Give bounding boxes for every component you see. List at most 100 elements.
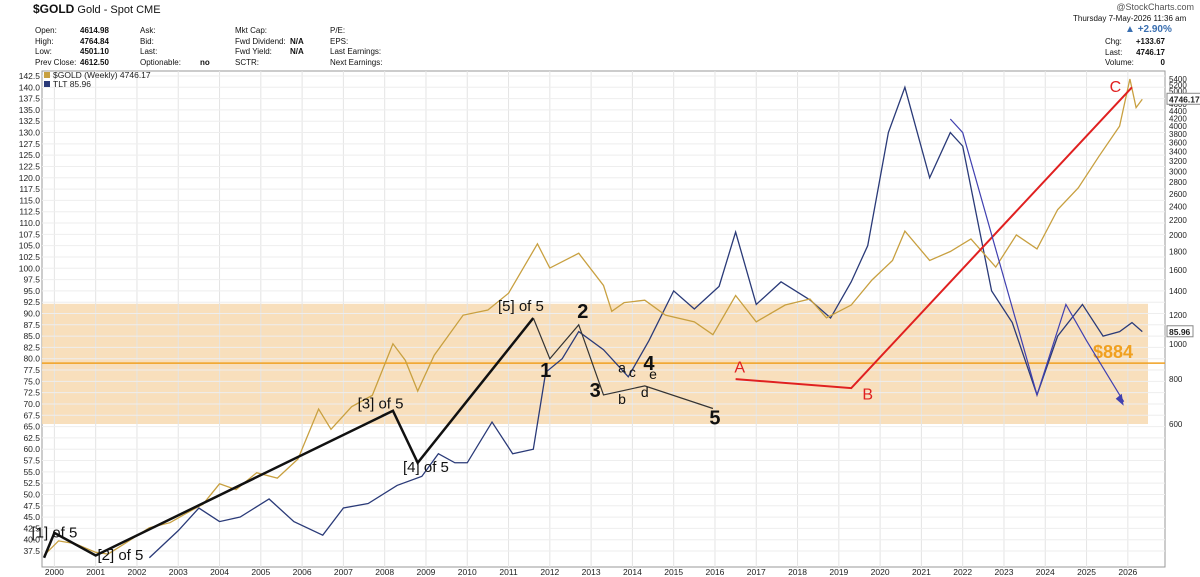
x-tick-label: 2014 xyxy=(623,567,642,577)
left-tick-label: 90.0 xyxy=(23,309,40,319)
x-tick-label: 2017 xyxy=(747,567,766,577)
left-tick-label: 142.5 xyxy=(19,71,41,81)
right-tick-label: 1800 xyxy=(1169,248,1187,257)
wave-label: e xyxy=(649,366,657,382)
quote-label: Last: xyxy=(140,47,158,56)
wave-label: [5] of 5 xyxy=(498,298,544,315)
left-tick-label: 107.5 xyxy=(19,229,41,239)
legend-swatch xyxy=(44,81,50,87)
tlt-series-line xyxy=(148,85,1143,559)
quote-value: 4501.10 xyxy=(80,47,109,56)
quote-label: EPS: xyxy=(330,36,349,46)
quote-label: Open: xyxy=(35,26,57,35)
quote-header: $GOLD Gold - Spot CME @StockCharts.com O… xyxy=(0,0,1200,70)
left-tick-label: 80.0 xyxy=(23,354,40,364)
x-tick-label: 2003 xyxy=(169,567,188,577)
quote-value: N/A xyxy=(290,36,304,46)
left-tick-label: 65.0 xyxy=(23,422,40,432)
x-tick-label: 2005 xyxy=(251,567,270,577)
stockcharts-logo[interactable]: @StockCharts.com xyxy=(1116,2,1194,12)
left-tick-label: 75.0 xyxy=(23,376,40,386)
quote-label: SCTR: xyxy=(235,57,259,67)
left-tick-label: 70.0 xyxy=(23,399,40,409)
legend-entry: TLT 85.96 xyxy=(53,79,91,89)
left-tick-label: 92.5 xyxy=(23,297,40,307)
left-tick-label: 87.5 xyxy=(23,320,40,330)
left-tick-label: 85.0 xyxy=(23,331,40,341)
wave-label: c xyxy=(629,364,636,380)
right-tick-label: 5000 xyxy=(1169,87,1187,96)
gold-series-line xyxy=(43,78,1143,556)
left-tick-label: 105.0 xyxy=(19,241,41,251)
left-tick-label: 40.0 xyxy=(23,535,40,545)
right-tick-label: 2600 xyxy=(1169,190,1187,199)
right-tick-label: 3200 xyxy=(1169,157,1187,166)
quote-label: Optionable: xyxy=(140,57,181,67)
left-tick-label: 140.0 xyxy=(19,82,41,92)
quote-datetime: Thursday 7-May-2026 11:36 am xyxy=(1073,14,1187,23)
wave-line xyxy=(532,317,714,410)
wave-label: B xyxy=(862,386,873,403)
wave-label: d xyxy=(641,384,649,400)
quote-value: no xyxy=(200,57,210,67)
quote-label: Chg: xyxy=(1105,37,1122,46)
x-tick-label: 2024 xyxy=(1036,567,1055,577)
left-tick-label: 57.5 xyxy=(23,456,40,466)
left-tick-label: 110.0 xyxy=(19,218,40,228)
quote-label: Prev Close: xyxy=(35,57,77,67)
x-tick-label: 2008 xyxy=(375,567,394,577)
x-tick-label: 2009 xyxy=(417,567,436,577)
left-tick-label: 37.5 xyxy=(23,546,40,556)
x-tick-label: 2020 xyxy=(871,567,890,577)
x-tick-label: 2025 xyxy=(1077,567,1096,577)
quote-label: P/E: xyxy=(330,26,346,35)
quote-value: 4746.17 xyxy=(1136,47,1165,57)
quote-label: Last Earnings: xyxy=(330,47,382,56)
x-tick-label: 2015 xyxy=(664,567,683,577)
x-tick-label: 2004 xyxy=(210,567,229,577)
left-tick-label: 77.5 xyxy=(23,365,40,375)
wave-label: 1 xyxy=(540,360,551,382)
left-tick-label: 62.5 xyxy=(23,433,40,443)
right-tick-label: 3600 xyxy=(1169,139,1187,148)
x-tick-label: 2016 xyxy=(706,567,725,577)
symbol: $GOLD xyxy=(33,2,75,16)
right-tick-label: 4400 xyxy=(1169,107,1187,116)
last-tlt-box xyxy=(1166,325,1194,338)
x-tick-label: 2011 xyxy=(499,567,518,577)
left-tick-label: 97.5 xyxy=(23,275,40,285)
right-tick-label: 4200 xyxy=(1169,114,1187,123)
wave-label: [4] of 5 xyxy=(403,459,449,476)
x-tick-label: 2010 xyxy=(458,567,477,577)
quote-label: Fwd Dividend: xyxy=(235,36,286,46)
x-tick-label: 2019 xyxy=(829,567,848,577)
wave-line xyxy=(735,86,1133,390)
right-tick-label: 4000 xyxy=(1169,122,1187,131)
left-tick-label: 100.0 xyxy=(19,263,41,273)
right-tick-label: 3400 xyxy=(1169,148,1187,157)
right-tick-label: 2000 xyxy=(1169,231,1187,240)
quote-value: 4764.84 xyxy=(80,36,109,46)
quote-value: 4614.98 xyxy=(80,26,109,35)
left-tick-label: 135.0 xyxy=(19,105,41,115)
exchange: CME xyxy=(136,4,161,16)
wave-label: [2] of 5 xyxy=(98,547,144,564)
right-tick-label: 600 xyxy=(1169,420,1183,429)
x-tick-label: 2023 xyxy=(995,567,1014,577)
x-tick-label: 2006 xyxy=(293,567,312,577)
wave-label: [1] of 5 xyxy=(31,524,77,541)
legend-swatch xyxy=(44,72,50,78)
quote-label: Fwd Yield: xyxy=(235,47,272,56)
left-tick-label: 112.5 xyxy=(19,207,40,217)
right-tick-label: 2400 xyxy=(1169,202,1187,211)
support-zone xyxy=(42,303,1148,424)
left-tick-label: 120.0 xyxy=(19,173,41,183)
quote-label: Volume: xyxy=(1105,58,1134,67)
x-tick-label: 2001 xyxy=(86,567,105,577)
change-percent: ▲ +2.90% xyxy=(1125,24,1172,35)
x-tick-label: 2002 xyxy=(127,567,146,577)
instrument-name: Gold - Spot xyxy=(77,4,134,16)
left-tick-label: 125.0 xyxy=(19,150,41,160)
wave-label: 2 xyxy=(577,301,588,323)
quote-label: High: xyxy=(35,36,54,46)
